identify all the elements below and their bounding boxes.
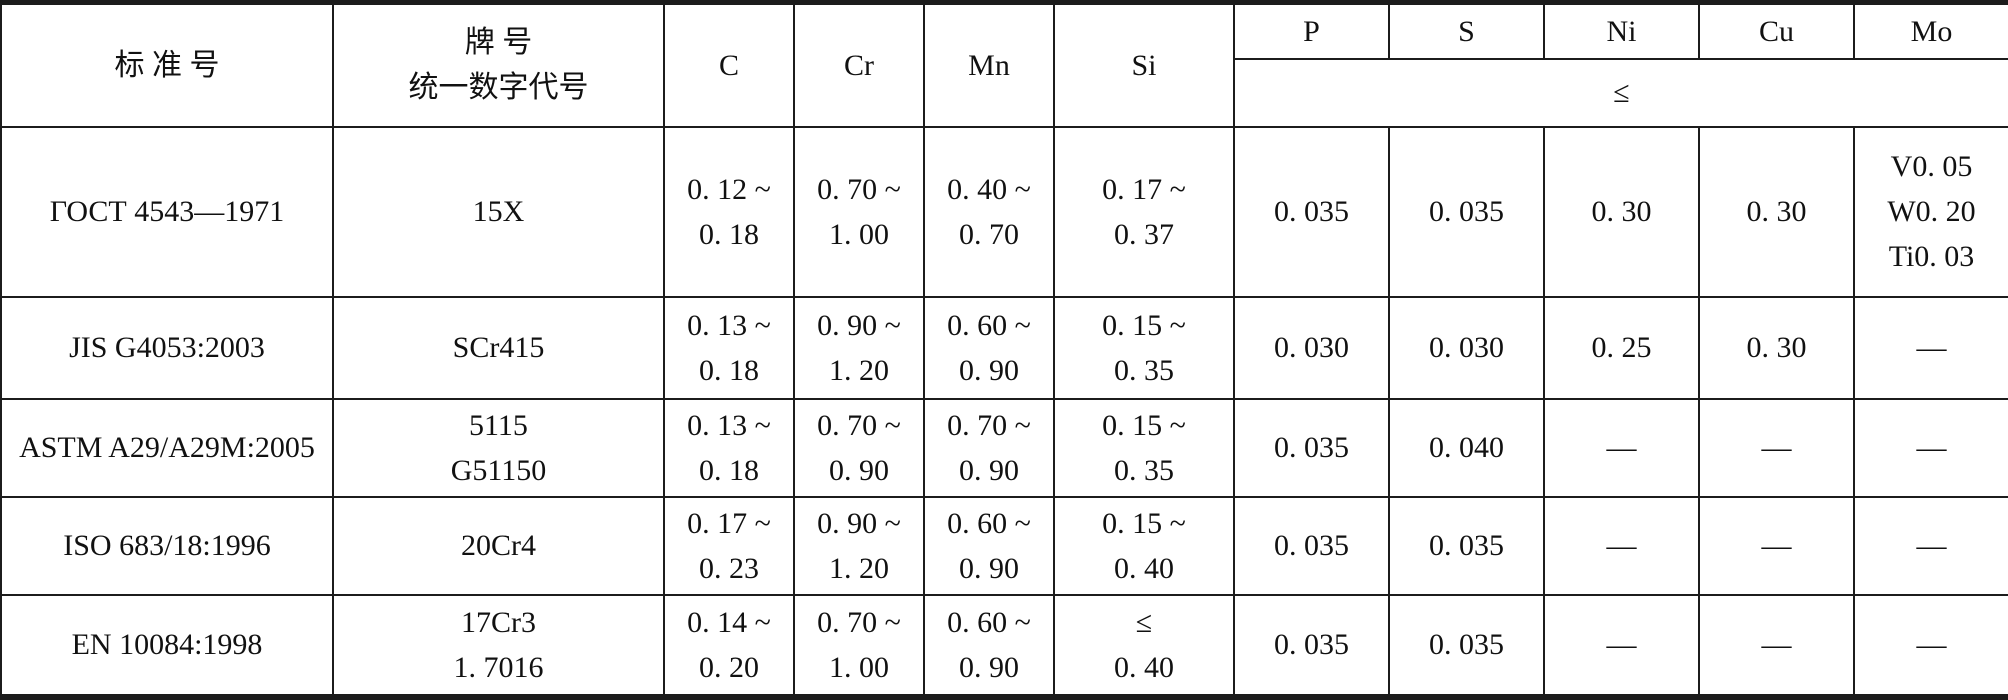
table-header: 标 准 号 牌 号 统一数字代号 C Cr Mn Si P S Ni Cu Mo… [0,1,2008,128]
cell-ni: — [1543,397,1700,498]
cell-c: 0. 13 ~ 0. 18 [663,295,795,400]
cell-s: 0. 040 [1388,397,1545,498]
cell-c: 0. 12 ~ 0. 18 [663,125,795,298]
header-element-cu: Cu [1698,1,1855,60]
cell-mo: V0. 05 W0. 20 Ti0. 03 [1853,125,2008,298]
header-element-s: S [1388,1,1545,60]
cell-ni: — [1543,593,1700,699]
cell-cr: 0. 70 ~ 0. 90 [793,397,925,498]
header-grade: 牌 号 统一数字代号 [332,1,665,128]
header-element-ni: Ni [1543,1,1700,60]
cell-standard: JIS G4053:2003 [0,295,334,400]
cell-p: 0. 035 [1233,495,1390,596]
cell-si: 0. 15 ~ 0. 35 [1053,397,1235,498]
cell-p: 0. 030 [1233,295,1390,400]
cell-mn: 0. 40 ~ 0. 70 [923,125,1055,298]
header-element-cr: Cr [793,1,925,128]
cell-mo: — [1853,295,2008,400]
table-row: ГОСТ 4543—1971 15X 0. 12 ~ 0. 18 0. 70 ~… [0,125,2008,298]
cell-s: 0. 035 [1388,125,1545,298]
cell-c: 0. 13 ~ 0. 18 [663,397,795,498]
cell-cr: 0. 90 ~ 1. 20 [793,295,925,400]
header-element-c: C [663,1,795,128]
cell-si: 0. 17 ~ 0. 37 [1053,125,1235,298]
cell-mn: 0. 60 ~ 0. 90 [923,295,1055,400]
cell-mo: — [1853,593,2008,699]
cell-si: ≤ 0. 40 [1053,593,1235,699]
cell-cr: 0. 90 ~ 1. 20 [793,495,925,596]
header-element-mn: Mn [923,1,1055,128]
cell-c: 0. 14 ~ 0. 20 [663,593,795,699]
cell-ni: 0. 25 [1543,295,1700,400]
table-body: ГОСТ 4543—1971 15X 0. 12 ~ 0. 18 0. 70 ~… [0,125,2008,699]
table-row: JIS G4053:2003 SCr415 0. 13 ~ 0. 18 0. 9… [0,295,2008,400]
cell-cu: — [1698,593,1855,699]
header-row-limit: ≤ [1,57,2008,128]
cell-grade: 15X [332,125,665,298]
header-element-p: P [1233,1,1390,60]
cell-ni: 0. 30 [1543,125,1700,298]
cell-grade: SCr415 [332,295,665,400]
header-standard: 标 准 号 [0,1,334,128]
cell-p: 0. 035 [1233,397,1390,498]
cell-cu: — [1698,397,1855,498]
cell-si: 0. 15 ~ 0. 35 [1053,295,1235,400]
header-row-top: 标 准 号 牌 号 统一数字代号 C Cr Mn Si P S Ni Cu Mo [0,1,2008,128]
cell-s: 0. 030 [1388,295,1545,400]
table-row: ISO 683/18:1996 20Cr4 0. 17 ~ 0. 23 0. 9… [0,495,2008,596]
cell-s: 0. 035 [1388,495,1545,596]
cell-cu: 0. 30 [1698,125,1855,298]
cell-mn: 0. 70 ~ 0. 90 [923,397,1055,498]
cell-si: 0. 15 ~ 0. 40 [1053,495,1235,596]
cell-cu: — [1698,495,1855,596]
cell-s: 0. 035 [1388,593,1545,699]
header-element-mo: Mo [1853,1,2008,60]
cell-ni: — [1543,495,1700,596]
cell-cr: 0. 70 ~ 1. 00 [793,125,925,298]
cell-grade: 5115 G51150 [332,397,665,498]
cell-p: 0. 035 [1233,125,1390,298]
max-limit-symbol: ≤ [1233,57,2008,128]
cell-p: 0. 035 [1233,593,1390,699]
cell-c: 0. 17 ~ 0. 23 [663,495,795,596]
cell-mn: 0. 60 ~ 0. 90 [923,495,1055,596]
cell-standard: ASTM A29/A29M:2005 [0,397,334,498]
cell-cr: 0. 70 ~ 1. 00 [793,593,925,699]
cell-mo: — [1853,397,2008,498]
cell-cu: 0. 30 [1698,295,1855,400]
cell-mo: — [1853,495,2008,596]
table-row: ASTM A29/A29M:2005 5115 G51150 0. 13 ~ 0… [0,397,2008,498]
cell-standard: ISO 683/18:1996 [0,495,334,596]
cell-grade: 20Cr4 [332,495,665,596]
cell-standard: ГОСТ 4543—1971 [0,125,334,298]
cell-standard: EN 10084:1998 [0,593,334,699]
cell-mn: 0. 60 ~ 0. 90 [923,593,1055,699]
cell-grade: 17Cr3 1. 7016 [332,593,665,699]
table-row: EN 10084:1998 17Cr3 1. 7016 0. 14 ~ 0. 2… [0,593,2008,699]
header-element-si: Si [1053,1,1235,128]
